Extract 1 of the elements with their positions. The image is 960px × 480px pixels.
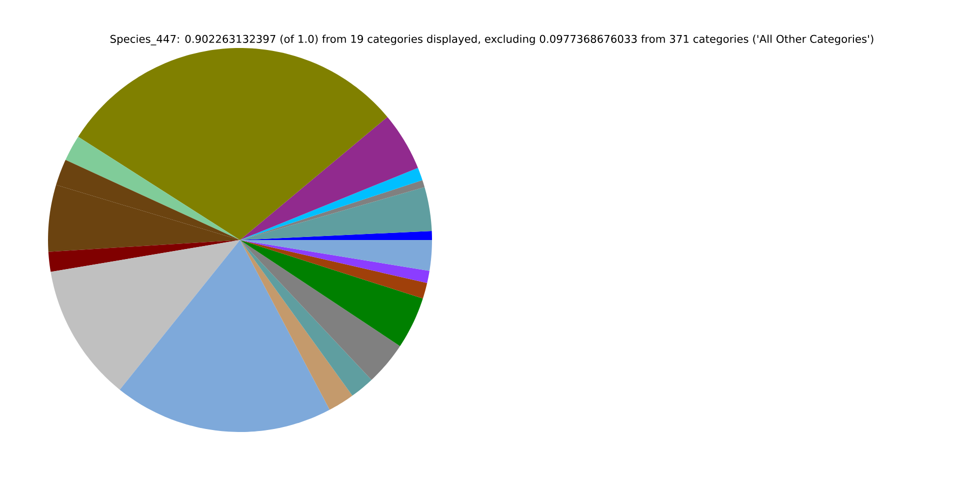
text: Species_447: 0.902263132397 (of 1.0) from 19 categories displayed, excluding 0.0977368676033 from 371 categories ('All Other Categories') <box>110 34 874 46</box>
